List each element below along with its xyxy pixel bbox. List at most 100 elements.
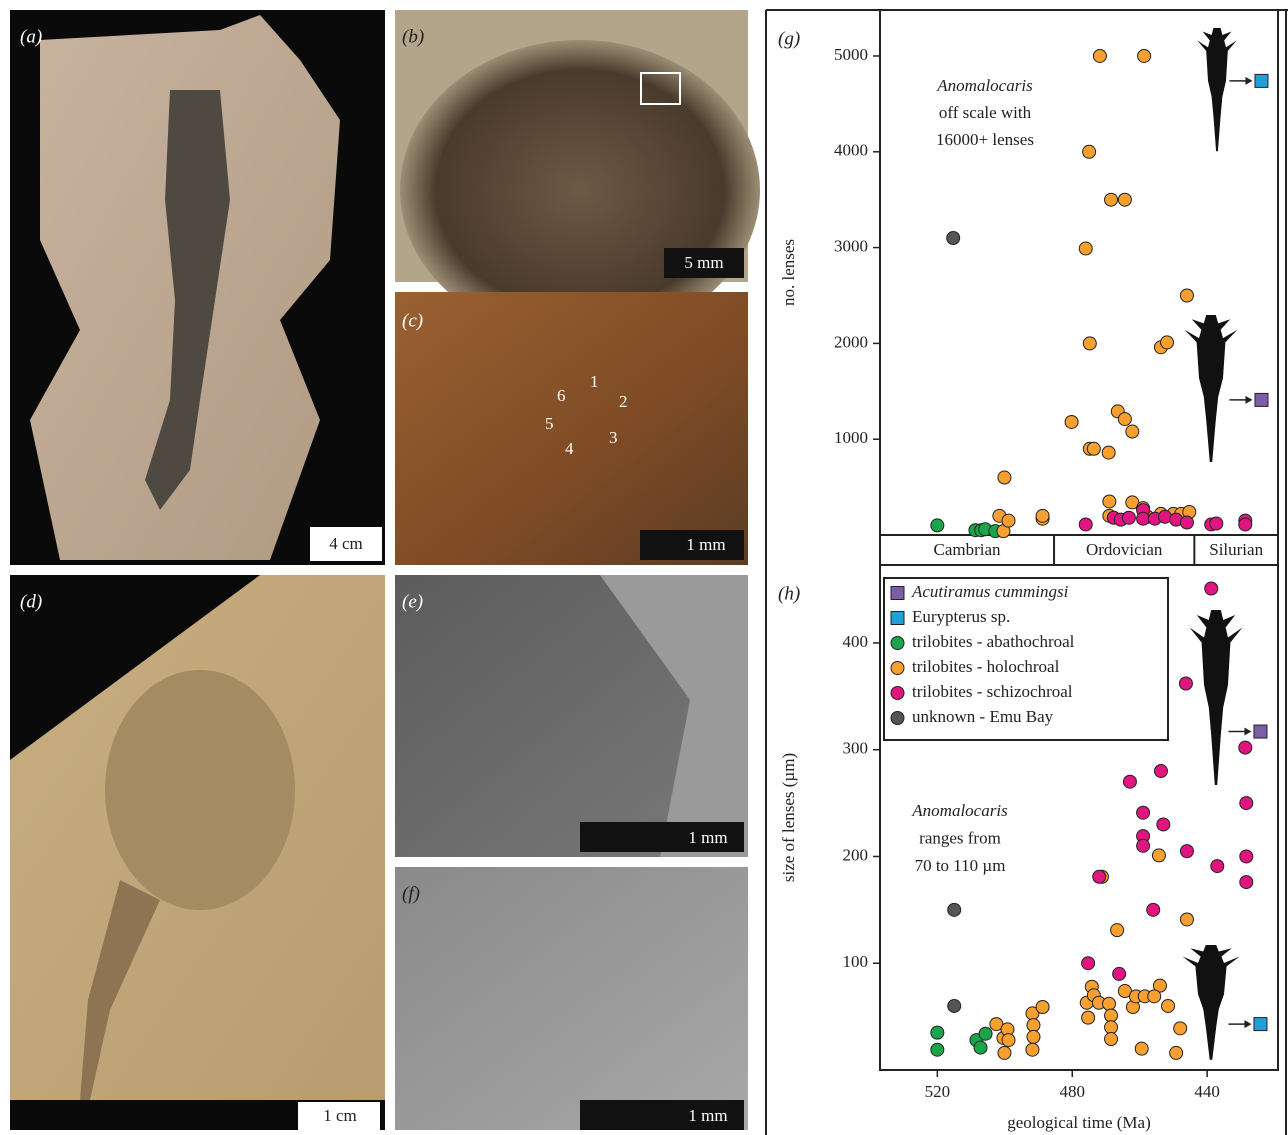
annotation: 16000+ lenses	[936, 130, 1034, 149]
point	[1151, 848, 1166, 863]
point	[1026, 1018, 1041, 1033]
point	[1092, 869, 1107, 884]
point	[1117, 412, 1132, 427]
legend-label: trilobites - holochroal	[912, 657, 1060, 676]
annotation: Anomalocaris	[911, 801, 1008, 820]
pointer-arrowhead	[1244, 727, 1252, 736]
point	[947, 902, 962, 917]
panel-label: (h)	[778, 583, 800, 604]
x-tick-label: 520	[925, 1082, 951, 1101]
y-tick-label: 2000	[834, 332, 868, 351]
point	[1001, 1033, 1016, 1048]
point	[1117, 192, 1132, 207]
point	[1156, 817, 1171, 832]
point	[1026, 1029, 1041, 1044]
point	[1152, 978, 1167, 993]
legend-label: Acutiramus cummingsi	[911, 582, 1069, 601]
point	[1136, 838, 1151, 853]
x-tick-label: 480	[1060, 1082, 1086, 1101]
point	[1104, 192, 1119, 207]
point	[1086, 441, 1101, 456]
point	[1101, 445, 1116, 460]
x-axis-label: geological time (Ma)	[1007, 1113, 1151, 1132]
scale-label: 1 mm	[686, 535, 725, 554]
point	[1137, 48, 1152, 63]
y-axis-label: no. lenses	[779, 239, 798, 306]
point	[1104, 1032, 1119, 1047]
y-tick-label: 400	[843, 632, 869, 651]
point	[1122, 774, 1137, 789]
panel-label: (a)	[20, 26, 42, 47]
eurypterus-icon	[1197, 28, 1237, 152]
panel-label: (e)	[402, 591, 423, 612]
annotation: Anomalocaris	[936, 76, 1033, 95]
point	[1112, 966, 1127, 981]
point	[1102, 996, 1117, 1011]
point	[1064, 414, 1079, 429]
point	[1025, 1042, 1040, 1057]
point	[930, 518, 945, 533]
y-tick-label: 4000	[834, 141, 868, 160]
point	[1238, 517, 1253, 532]
point	[1035, 508, 1050, 523]
point	[1117, 983, 1132, 998]
point	[1134, 1041, 1149, 1056]
y-tick-label: 200	[843, 845, 869, 864]
legend-label: unknown - Emu Bay	[912, 707, 1054, 726]
pointer-arrowhead	[1244, 1020, 1252, 1029]
panel-label: (g)	[778, 28, 800, 49]
scale-label: 1 mm	[688, 828, 727, 847]
photo-d: 1 cm (d)	[10, 575, 385, 1130]
point	[946, 231, 961, 246]
legend-box	[883, 577, 1169, 741]
point	[1253, 1017, 1268, 1032]
scale-label: 4 cm	[329, 534, 363, 553]
panel-label: (d)	[20, 591, 42, 612]
y-tick-label: 1000	[834, 428, 868, 447]
scale-label: 5 mm	[684, 253, 723, 272]
annotation: ranges from	[919, 828, 1001, 847]
marker: 3	[609, 428, 618, 447]
point	[1104, 1020, 1119, 1035]
legend-swatch	[890, 611, 905, 625]
point	[1173, 1021, 1188, 1036]
point	[1082, 144, 1097, 159]
panel-label: (c)	[402, 310, 423, 331]
photo-b: 5 mm (b)	[395, 10, 760, 340]
point	[1153, 764, 1168, 779]
scale-label: 1 cm	[323, 1106, 357, 1125]
panel-label: (b)	[402, 26, 424, 47]
y-axis-label: size of lenses (µm)	[779, 753, 798, 882]
point	[1204, 581, 1219, 596]
eurypterus-icon	[1182, 945, 1240, 1060]
point	[1179, 844, 1194, 859]
point	[1001, 513, 1016, 528]
point	[1146, 902, 1161, 917]
x-tick-label: 440	[1194, 1082, 1220, 1101]
point	[1209, 516, 1224, 531]
point	[1210, 859, 1225, 874]
point	[1147, 989, 1162, 1004]
point	[1125, 424, 1140, 439]
point	[1239, 796, 1254, 811]
point	[1179, 288, 1194, 303]
legend-swatch	[890, 586, 905, 600]
point	[989, 1017, 1004, 1032]
point	[1081, 1010, 1096, 1025]
point	[1160, 335, 1175, 350]
panel-label: (f)	[402, 883, 420, 904]
point	[1125, 495, 1140, 510]
point	[1110, 923, 1125, 938]
annotation: 70 to 110 µm	[915, 856, 1006, 875]
point	[1179, 515, 1194, 530]
legend-swatch	[890, 636, 905, 650]
photo-c: 1 2 3 4 5 6 1 mm (c)	[395, 292, 748, 565]
legend-swatch	[890, 661, 905, 675]
point	[1253, 724, 1268, 739]
period-label: Cambrian	[933, 540, 1001, 559]
marker: 1	[590, 372, 599, 391]
point	[1102, 494, 1117, 509]
y-tick-label: 3000	[834, 236, 868, 255]
legend-swatch	[890, 686, 905, 700]
